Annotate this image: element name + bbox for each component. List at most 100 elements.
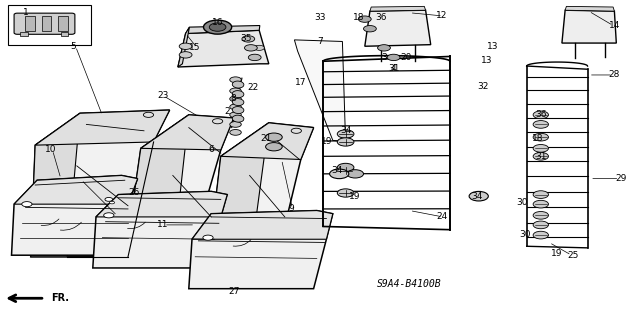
Polygon shape bbox=[189, 211, 333, 289]
Circle shape bbox=[469, 191, 488, 201]
Circle shape bbox=[364, 26, 376, 32]
Text: 24: 24 bbox=[436, 212, 447, 221]
Text: 34: 34 bbox=[340, 126, 351, 135]
Circle shape bbox=[358, 16, 371, 22]
Polygon shape bbox=[365, 10, 431, 46]
Circle shape bbox=[533, 231, 548, 239]
Circle shape bbox=[242, 36, 255, 42]
Circle shape bbox=[337, 130, 354, 138]
Polygon shape bbox=[370, 6, 426, 11]
Text: 32: 32 bbox=[477, 82, 489, 91]
Polygon shape bbox=[192, 211, 333, 239]
Polygon shape bbox=[565, 6, 614, 11]
Text: 18: 18 bbox=[353, 13, 364, 22]
Bar bbox=[61, 32, 68, 36]
Text: 2: 2 bbox=[225, 107, 230, 116]
Polygon shape bbox=[125, 115, 189, 260]
Circle shape bbox=[204, 20, 232, 34]
Text: 31: 31 bbox=[535, 152, 547, 161]
Circle shape bbox=[533, 152, 548, 160]
Circle shape bbox=[533, 121, 548, 128]
Text: 19: 19 bbox=[321, 137, 332, 146]
Circle shape bbox=[337, 138, 354, 146]
Circle shape bbox=[337, 163, 354, 172]
Circle shape bbox=[230, 130, 241, 135]
Polygon shape bbox=[93, 191, 227, 268]
Text: 8: 8 bbox=[231, 94, 236, 103]
Polygon shape bbox=[96, 191, 227, 217]
Text: 35: 35 bbox=[241, 34, 252, 43]
Text: 23: 23 bbox=[157, 91, 169, 100]
Circle shape bbox=[212, 119, 223, 124]
Circle shape bbox=[143, 112, 154, 117]
Polygon shape bbox=[178, 30, 269, 67]
Bar bbox=[20, 32, 28, 36]
Text: 10: 10 bbox=[45, 145, 57, 154]
Circle shape bbox=[179, 52, 192, 58]
Text: 34: 34 bbox=[471, 192, 483, 201]
Polygon shape bbox=[208, 123, 269, 266]
Text: 17: 17 bbox=[295, 78, 307, 87]
Circle shape bbox=[533, 211, 548, 219]
Circle shape bbox=[533, 191, 548, 198]
Polygon shape bbox=[125, 115, 234, 260]
Bar bbox=[8, 5, 91, 45]
Text: 25: 25 bbox=[567, 251, 579, 260]
Circle shape bbox=[533, 145, 548, 152]
Polygon shape bbox=[35, 110, 170, 145]
Text: 7: 7 bbox=[317, 37, 323, 46]
Text: 36: 36 bbox=[375, 13, 387, 22]
Circle shape bbox=[230, 77, 241, 83]
Polygon shape bbox=[141, 115, 234, 150]
Circle shape bbox=[244, 45, 257, 51]
Circle shape bbox=[230, 122, 241, 127]
Text: 18: 18 bbox=[532, 134, 543, 143]
Bar bbox=[42, 16, 51, 31]
Ellipse shape bbox=[232, 91, 244, 98]
Text: 26: 26 bbox=[129, 189, 140, 197]
Text: 34: 34 bbox=[332, 166, 343, 175]
Circle shape bbox=[266, 133, 282, 141]
Text: 4: 4 bbox=[391, 64, 396, 73]
Circle shape bbox=[230, 96, 241, 102]
Text: 30: 30 bbox=[519, 230, 531, 239]
Text: S9A4-B4100B: S9A4-B4100B bbox=[378, 279, 442, 289]
Circle shape bbox=[22, 202, 32, 207]
Polygon shape bbox=[208, 123, 314, 266]
Circle shape bbox=[387, 54, 400, 61]
Circle shape bbox=[104, 213, 114, 218]
Circle shape bbox=[291, 128, 301, 133]
Circle shape bbox=[347, 170, 364, 178]
Circle shape bbox=[248, 54, 261, 61]
Polygon shape bbox=[178, 27, 189, 67]
Text: 1: 1 bbox=[23, 8, 28, 17]
Text: 19: 19 bbox=[349, 192, 361, 201]
Text: 11: 11 bbox=[157, 220, 169, 229]
Text: 15: 15 bbox=[189, 43, 201, 52]
Text: 31: 31 bbox=[388, 64, 399, 73]
Text: 27: 27 bbox=[228, 287, 239, 296]
Circle shape bbox=[230, 88, 241, 94]
Text: 9: 9 bbox=[289, 204, 294, 213]
Circle shape bbox=[109, 201, 115, 204]
Text: 22: 22 bbox=[247, 83, 259, 92]
Text: 3: 3 bbox=[381, 53, 387, 62]
Ellipse shape bbox=[232, 115, 244, 122]
Text: 5: 5 bbox=[71, 42, 76, 51]
Circle shape bbox=[203, 235, 213, 240]
Ellipse shape bbox=[232, 81, 244, 88]
Bar bbox=[25, 16, 35, 31]
Circle shape bbox=[337, 189, 354, 197]
FancyBboxPatch shape bbox=[14, 13, 75, 34]
Text: 30: 30 bbox=[516, 198, 527, 207]
Bar bbox=[58, 16, 68, 31]
Polygon shape bbox=[221, 123, 314, 160]
Circle shape bbox=[266, 143, 282, 151]
Text: 21: 21 bbox=[260, 134, 271, 143]
Text: 20: 20 bbox=[401, 53, 412, 62]
Text: 28: 28 bbox=[609, 70, 620, 79]
Polygon shape bbox=[12, 175, 138, 255]
Ellipse shape bbox=[232, 107, 244, 114]
Circle shape bbox=[533, 200, 548, 208]
Polygon shape bbox=[186, 26, 260, 33]
